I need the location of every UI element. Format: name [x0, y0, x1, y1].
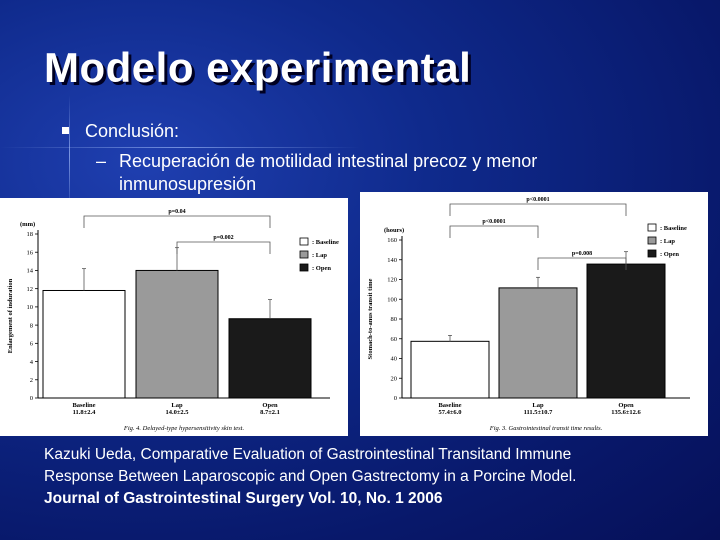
bar-open: [586, 263, 666, 399]
y-tick-label: 4: [30, 359, 34, 366]
y-tick-label: 6: [30, 341, 34, 348]
decorative-horizontal-line: [0, 147, 360, 148]
bar-baseline: [42, 289, 126, 399]
y-tick-label: 12: [27, 286, 34, 293]
y-tick-label: 20: [391, 375, 398, 382]
category-label: Open: [262, 402, 278, 409]
significance-label: p=0.04: [168, 209, 185, 215]
y-tick-label: 160: [387, 237, 397, 244]
y-unit-label: (mm): [20, 221, 35, 228]
transit-bar-chart: 0 20 40 60 80 100 120 140 160 (hours) Stomach-to-a…: [367, 197, 690, 432]
figure-caption: Fig. 3. Gastrointestinal transit time re…: [489, 425, 603, 432]
y-tick-label: 100: [387, 296, 397, 303]
y-tick-label: 18: [27, 231, 34, 238]
dth-bar-chart: 0 2 4 6 8 10 12 14 16 18 (mm) Enlargement of indura…: [7, 209, 339, 432]
bar-lap: [135, 269, 219, 399]
y-tick-label: 60: [391, 336, 398, 343]
legend-swatch: [299, 250, 309, 259]
category-label: Lap: [171, 402, 183, 409]
legend-label: : Lap: [312, 252, 327, 259]
y-axis-label: Stomach-to-anus transit time: [367, 278, 374, 359]
significance-label: p=0.002: [213, 235, 233, 241]
dash-bullet-icon: –: [96, 151, 107, 171]
legend-swatch: [299, 237, 309, 246]
y-tick-label: 8: [30, 322, 33, 329]
legend-label: : Open: [660, 251, 679, 258]
y-tick-label: 10: [27, 304, 34, 311]
legend-label: : Open: [312, 265, 331, 272]
bar-open: [228, 318, 312, 399]
bullet-level-1-text: Conclusión:: [85, 121, 180, 141]
significance-bracket: [449, 203, 627, 216]
significance-label: p<0.0001: [482, 219, 505, 225]
citation-line-2: Response Between Laparoscopic and Open G…: [44, 468, 577, 485]
bullet-level-1: Conclusión:: [62, 121, 179, 142]
y-tick-label: 80: [391, 316, 398, 323]
category-sublabel: 11.8±2.4: [73, 409, 96, 416]
category-label: Baseline: [72, 402, 95, 409]
y-tick-label: 2: [30, 377, 33, 384]
bullet-level-2-text: Recuperación de motilidad intestinal pre…: [119, 151, 538, 194]
legend-label: : Lap: [660, 238, 675, 245]
citation: Kazuki Ueda, Comparative Evaluation of G…: [44, 444, 704, 510]
significance-bracket: [449, 225, 539, 238]
citation-journal: Journal of Gastrointestinal Surgery Vol.…: [44, 490, 443, 507]
figure-caption: Fig. 4. Delayed-type hypersensitivity sk…: [123, 425, 245, 432]
category-sublabel: 14.0±2.5: [165, 409, 189, 416]
category-label: Lap: [532, 402, 544, 409]
significance-bracket: [537, 257, 627, 270]
slide-title: Modelo experimental: [44, 44, 472, 91]
y-tick-label: 0: [394, 395, 397, 402]
category-label: Open: [618, 402, 634, 409]
decorative-vertical-line: [69, 95, 70, 215]
category-label: Baseline: [438, 402, 461, 409]
category-sublabel: 57.4±6.0: [438, 409, 461, 416]
category-sublabel: 111.5±10.7: [524, 409, 554, 416]
bar-baseline: [410, 340, 490, 399]
significance-label: p<0.0001: [526, 197, 549, 203]
y-tick-label: 0: [30, 395, 33, 402]
y-tick-label: 40: [391, 356, 398, 363]
legend-swatch: [647, 223, 657, 232]
square-bullet-icon: [62, 127, 69, 134]
category-sublabel: 135.6±12.6: [611, 409, 641, 416]
y-unit-label: (hours): [384, 227, 404, 234]
y-tick-label: 14: [27, 268, 34, 275]
legend-label: : Baseline: [660, 225, 687, 232]
bar-lap: [498, 287, 578, 399]
chart-panel-transit: 0 20 40 60 80 100 120 140 160 (hours) Stomach-to-a…: [360, 192, 708, 436]
significance-bracket: [83, 215, 271, 228]
category-sublabel: 8.7±2.1: [260, 409, 280, 416]
y-tick-label: 16: [27, 249, 34, 256]
legend-swatch: [647, 236, 657, 245]
y-tick-label: 140: [387, 257, 397, 264]
legend-swatch: [299, 263, 309, 272]
legend-label: : Baseline: [312, 239, 339, 246]
chart-panel-dth: 0 2 4 6 8 10 12 14 16 18 (mm) Enlargement of indura…: [0, 198, 348, 436]
legend-swatch: [647, 249, 657, 258]
significance-bracket: [176, 241, 271, 254]
y-axis-label: Enlargement of induration: [7, 278, 14, 353]
y-tick-label: 120: [387, 277, 397, 284]
citation-line-1: Kazuki Ueda, Comparative Evaluation of G…: [44, 446, 572, 463]
significance-label: p=0.008: [572, 251, 592, 257]
